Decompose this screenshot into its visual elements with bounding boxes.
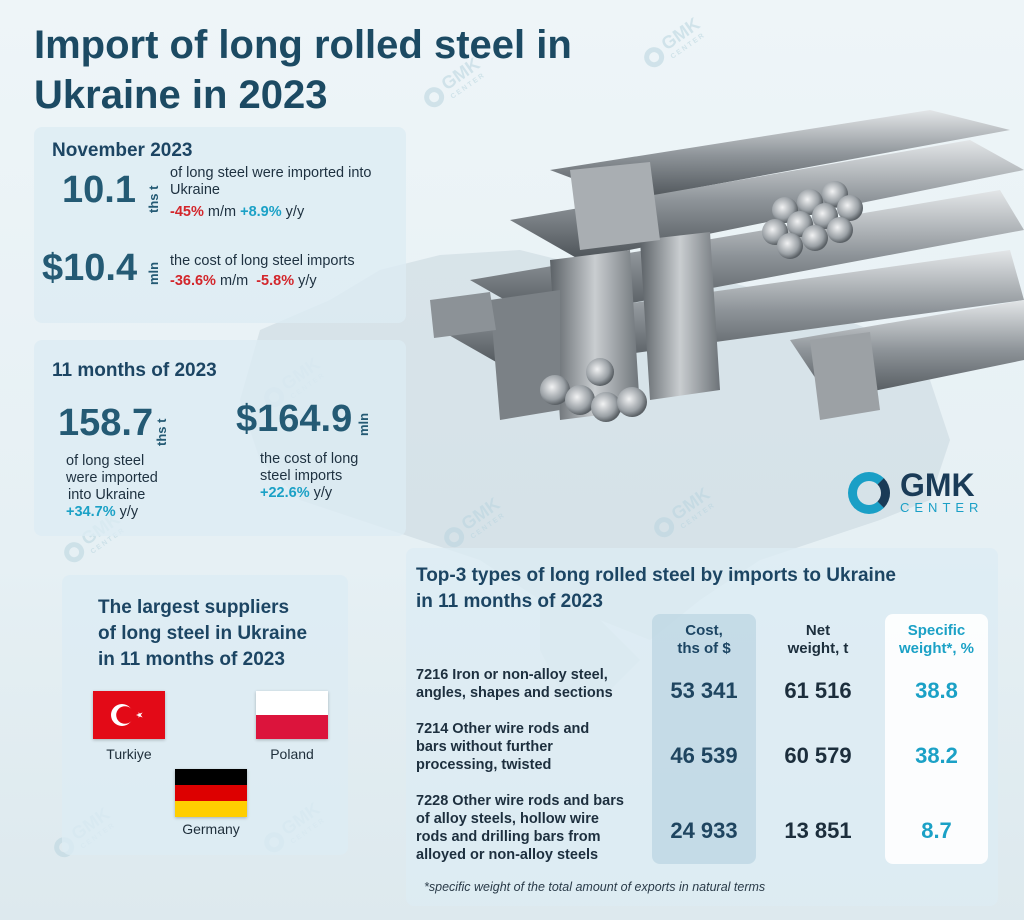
row-net: 13 851 — [784, 818, 852, 843]
column-header-line: weight*, % — [898, 640, 974, 657]
column-header-line: weight, t — [787, 640, 849, 657]
yy-label: y/y — [298, 273, 317, 289]
column-header-spec: Specific weight*, % — [885, 622, 988, 658]
eleven-cost-value: $164.9 — [236, 398, 353, 440]
november-cost-value: $10.4 — [42, 247, 138, 289]
row-label-line: processing, twisted — [416, 757, 552, 773]
cost-column-bg — [652, 614, 756, 864]
gmk-center-logo: GMK CENTER — [848, 467, 984, 515]
eleven-volume-text-line: were imported — [66, 470, 158, 486]
row-cost: 53 341 — [670, 678, 738, 703]
november-cost-yy: -5.8% — [256, 273, 295, 289]
top3-heading: Top-3 types of long rolled steel by impo… — [416, 563, 896, 615]
column-header-cost: Cost, ths of $ — [652, 622, 756, 658]
logo-name: GMK — [900, 467, 975, 503]
eleven-volume-value: 158.7 — [58, 402, 154, 444]
table-row-label: 7214 Other wire rods and bars without fu… — [416, 720, 589, 774]
row-net: 60 579 — [784, 743, 852, 768]
november-volume-yy: +8.9% — [240, 204, 282, 220]
eleven-cost-text-line: the cost of long — [260, 451, 359, 467]
eleven-volume-unit: ths t — [154, 418, 169, 446]
november-cost-unit: mln — [146, 261, 161, 285]
row-spec: 38.2 — [915, 743, 958, 768]
row-label-line: of alloy steels, hollow wire — [416, 811, 599, 827]
supplier-name: Turkiye — [106, 746, 152, 762]
logo-sub: CENTER — [900, 500, 984, 515]
november-cost-text: the cost of long steel imports — [170, 253, 355, 269]
eleven-cost-text-line: steel imports — [260, 468, 343, 484]
eleven-volume-text: of long steel were imported into Ukraine… — [66, 453, 186, 521]
suppliers-heading-line: in 11 months of 2023 — [98, 649, 285, 670]
eleven-volume-text-line: of long steel — [66, 453, 145, 469]
steel-profiles-image — [430, 110, 1024, 422]
suppliers-heading-line: The largest suppliers — [98, 597, 290, 618]
eleven-cost-yy: +22.6% — [260, 485, 310, 501]
eleven-months-heading: 11 months of 2023 — [52, 360, 217, 381]
column-header-line: Cost, — [685, 622, 723, 639]
suppliers-heading-line: of long steel in Ukraine — [98, 623, 308, 644]
column-header-line: Net — [805, 622, 831, 639]
suppliers-heading: The largest suppliers of long steel in U… — [98, 595, 307, 673]
row-label-line: bars without further — [416, 739, 553, 755]
eleven-volume-text-line: into Ukraine — [68, 487, 146, 503]
mm-label: m/m — [219, 273, 249, 289]
row-label-line: alloyed or non-alloy steels — [416, 847, 599, 863]
eleven-months-card: 11 months of 2023 158.7 ths t of long st… — [34, 340, 406, 536]
top3-heading-line: Top-3 types of long rolled steel by impo… — [416, 565, 896, 586]
column-header-line: Specific — [907, 622, 966, 639]
mm-label: m/m — [207, 204, 237, 220]
november-volume-text: of long steel were imported into Ukraine — [170, 165, 372, 198]
poland-flag-icon — [256, 691, 328, 739]
eleven-cost-unit: mln — [356, 412, 371, 436]
column-header-net: Net weight, t — [766, 622, 870, 658]
november-heading: November 2023 — [52, 140, 193, 161]
suppliers-card: The largest suppliers of long steel in U… — [62, 575, 348, 855]
november-volume-unit: ths t — [146, 185, 161, 213]
row-label-line: 7214 Other wire rods and — [416, 721, 590, 737]
november-volume-change: -45% m/m +8.9% y/y — [170, 204, 304, 221]
eleven-cost-text: the cost of long steel imports +22.6% y/… — [260, 451, 390, 502]
november-volume-mm: -45% — [170, 204, 204, 220]
november-card: November 2023 10.1 ths t of long steel w… — [34, 127, 406, 323]
top3-card: Top-3 types of long rolled steel by impo… — [406, 548, 998, 906]
row-label-line: angles, shapes and sections — [416, 685, 613, 701]
page-title: Import of long rolled steel in Ukraine i… — [34, 23, 572, 117]
spec-column-bg — [885, 614, 988, 864]
gmk-logo-icon — [848, 471, 890, 514]
row-label-line: 7228 Other wire rods and bars — [416, 793, 624, 809]
top3-heading-line: in 11 months of 2023 — [416, 591, 603, 612]
november-cost-change: -36.6% m/m -5.8% y/y — [170, 273, 317, 290]
turkey-flag-icon — [93, 691, 165, 739]
table-row-label: 7228 Other wire rods and bars of alloy s… — [416, 792, 624, 864]
row-label-line: rods and drilling bars from — [416, 829, 601, 845]
yy-label: y/y — [313, 485, 333, 501]
table-row-label: 7216 Iron or non-alloy steel, angles, sh… — [416, 666, 613, 702]
yy-label: y/y — [285, 204, 305, 220]
row-cost: 46 539 — [670, 743, 738, 768]
row-spec: 38.8 — [915, 678, 958, 703]
column-header-line: ths of $ — [677, 640, 731, 657]
footnote: *specific weight of the total amount of … — [424, 880, 766, 894]
yy-label: y/y — [119, 504, 139, 520]
row-cost: 24 933 — [670, 818, 738, 843]
row-spec: 8.7 — [921, 818, 952, 843]
row-net: 61 516 — [784, 678, 852, 703]
row-label-line: 7216 Iron or non-alloy steel, — [416, 667, 608, 683]
november-volume-value: 10.1 — [62, 169, 136, 211]
germany-flag-icon — [175, 769, 247, 817]
supplier-name: Germany — [182, 821, 240, 837]
november-cost-mm: -36.6% — [170, 273, 216, 289]
supplier-name: Poland — [270, 746, 314, 762]
eleven-volume-yy: +34.7% — [66, 504, 116, 520]
